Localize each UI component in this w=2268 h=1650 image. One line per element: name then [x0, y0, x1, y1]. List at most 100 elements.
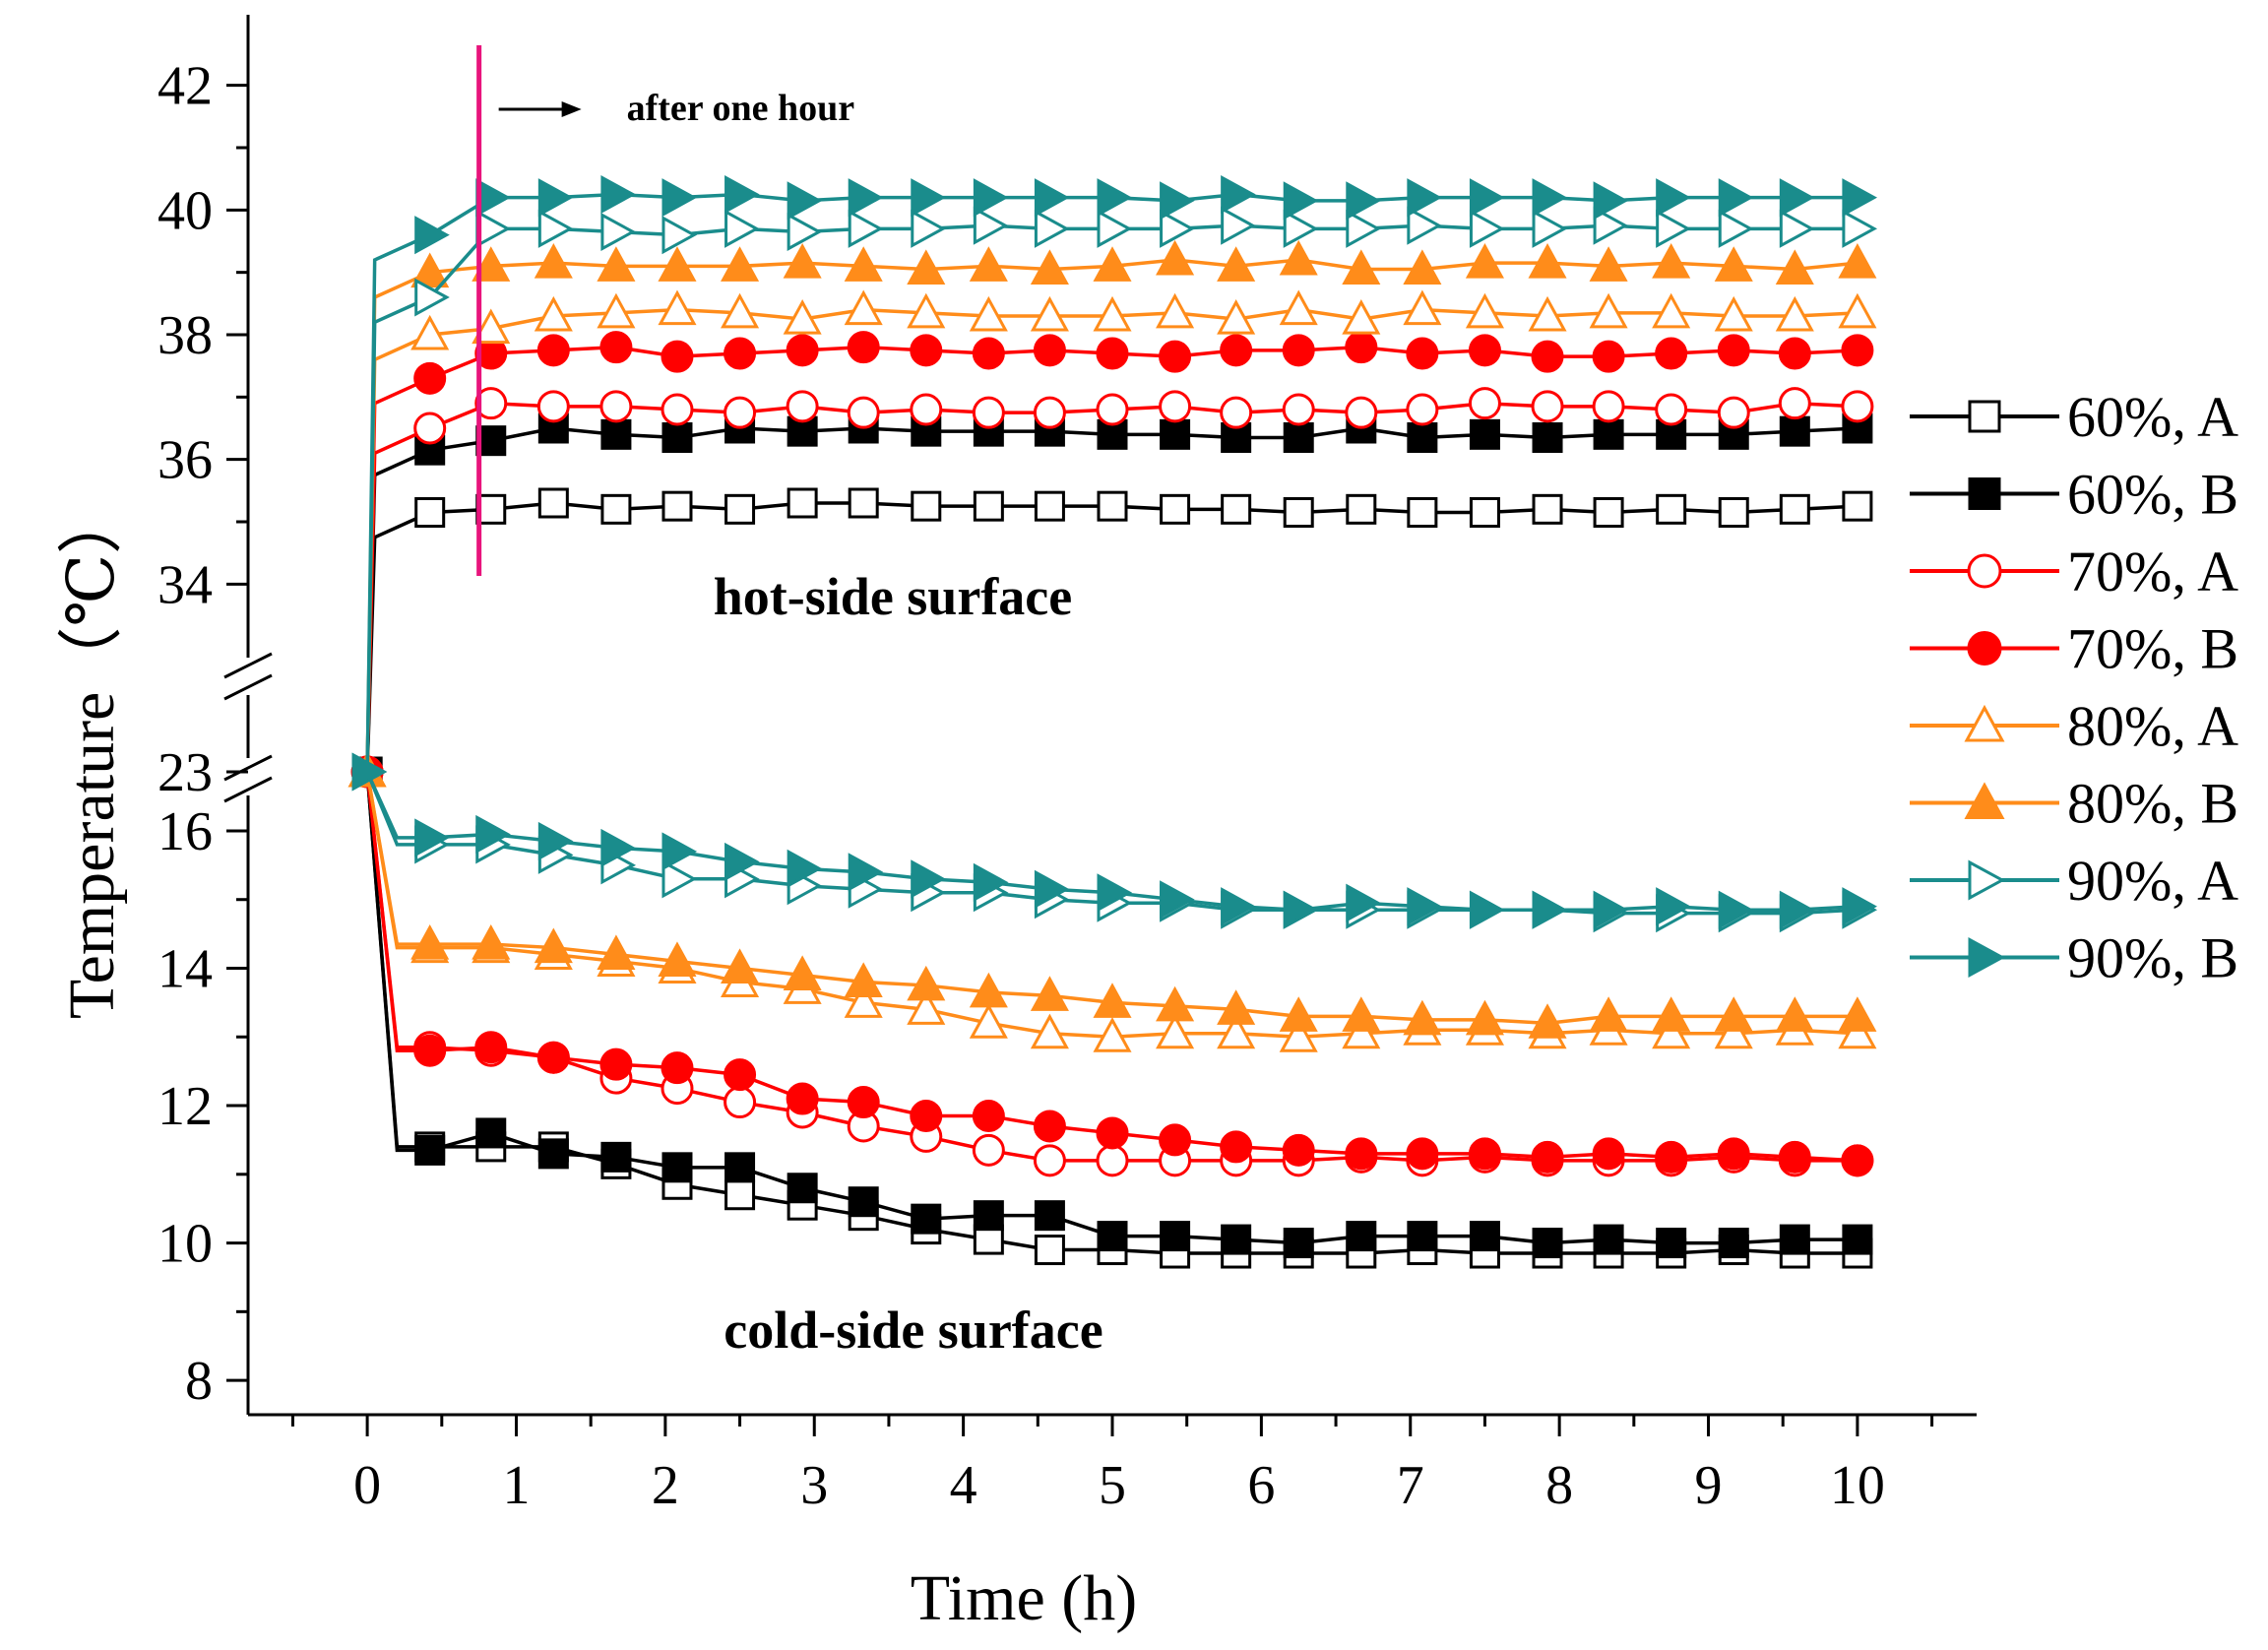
- data-point: [724, 1152, 756, 1183]
- data-point: [1093, 246, 1132, 282]
- data-point: [1033, 1110, 1066, 1143]
- x-axis-title: Time (h): [911, 1562, 1137, 1634]
- data-point: [786, 390, 819, 423]
- data-point: [1532, 890, 1568, 929]
- data-point: [1160, 181, 1195, 221]
- data-point: [658, 246, 697, 282]
- data-point: [1217, 246, 1256, 282]
- data-point: [1469, 890, 1505, 929]
- data-point: [599, 331, 633, 364]
- data-point: [1532, 1228, 1563, 1259]
- data-point: [1406, 393, 1439, 426]
- legend-label: 80%, B: [2067, 772, 2238, 836]
- data-point: [1779, 415, 1810, 447]
- data-point: [414, 497, 446, 528]
- data-point: [1097, 490, 1128, 522]
- data-point: [724, 396, 757, 429]
- data-point: [1407, 1221, 1438, 1252]
- legend-marker: [1968, 936, 2006, 979]
- data-point: [1030, 976, 1069, 1011]
- data-point: [537, 821, 574, 860]
- data-point: [1346, 883, 1381, 922]
- data-point: [721, 292, 760, 329]
- data-point: [724, 493, 756, 525]
- data-point: [1033, 396, 1066, 429]
- data-point: [724, 337, 757, 370]
- data-point: [1655, 393, 1688, 426]
- data-point: [844, 246, 883, 282]
- data-point: [599, 1047, 633, 1081]
- y-axis-title: Temperature（℃）: [56, 489, 128, 1019]
- hot-curve: [365, 426, 1858, 773]
- data-point: [1217, 989, 1256, 1025]
- data-point: [1528, 1003, 1567, 1039]
- data-point: [1531, 1140, 1564, 1174]
- data-point: [536, 1041, 570, 1074]
- data-point: [475, 209, 511, 248]
- data-point: [910, 334, 943, 367]
- data-point: [1468, 387, 1501, 420]
- data-point: [1221, 1224, 1252, 1255]
- data-point: [537, 487, 569, 519]
- hot-curve: [365, 401, 1858, 773]
- data-point: [1714, 246, 1753, 282]
- x-tick-label: 6: [1247, 1455, 1275, 1516]
- data-point: [1779, 1224, 1810, 1255]
- y-tick-label: 12: [158, 1076, 213, 1137]
- data-point: [1034, 178, 1070, 218]
- data-point: [1589, 292, 1628, 329]
- data-point: [973, 862, 1009, 902]
- legend-marker: [1968, 859, 2006, 901]
- legend-entry: 90%, A: [1910, 849, 2238, 913]
- x-tick-label: 8: [1545, 1455, 1573, 1516]
- data-point: [1279, 239, 1318, 276]
- data-point: [1406, 337, 1439, 370]
- data-point: [848, 487, 879, 519]
- data-point: [1528, 243, 1567, 279]
- legend-label: 60%, A: [2067, 385, 2238, 449]
- data-point: [1403, 999, 1442, 1036]
- x-tick-label: 1: [502, 1455, 530, 1516]
- cold-curve: [365, 771, 1858, 1163]
- data-point: [534, 243, 573, 279]
- data-point: [536, 390, 570, 423]
- data-point: [661, 1051, 694, 1085]
- data-point: [1838, 1013, 1877, 1049]
- y-tick-label: 38: [158, 305, 213, 366]
- data-point: [599, 390, 633, 423]
- data-point: [1096, 1144, 1129, 1177]
- data-point: [662, 490, 693, 522]
- data-point: [1217, 1013, 1256, 1049]
- data-point: [1282, 1133, 1315, 1167]
- data-point: [1159, 390, 1192, 423]
- data-point: [1221, 174, 1256, 215]
- data-point: [1531, 390, 1564, 423]
- data-point: [1775, 295, 1814, 332]
- data-point: [1652, 292, 1691, 329]
- data-point: [1532, 209, 1568, 248]
- data-point: [1160, 418, 1191, 450]
- data-point: [1345, 396, 1378, 429]
- data-point: [787, 1173, 818, 1204]
- data-point: [1221, 493, 1252, 525]
- data-point: [844, 983, 883, 1018]
- data-point: [1407, 422, 1438, 453]
- axis-break-mark: [223, 754, 273, 782]
- axis-break-mark: [223, 652, 273, 679]
- data-point: [662, 859, 698, 899]
- data-point: [414, 818, 450, 857]
- data-point: [848, 178, 884, 218]
- data-point: [787, 849, 823, 888]
- data-point: [1655, 337, 1688, 370]
- data-point: [787, 212, 823, 252]
- data-point: [662, 178, 698, 218]
- data-point: [1775, 249, 1814, 285]
- data-point: [1468, 334, 1501, 367]
- legend-marker: [1968, 477, 2001, 510]
- data-point: [1283, 890, 1319, 929]
- data-point: [973, 490, 1004, 522]
- data-point: [907, 249, 946, 285]
- data-point: [661, 393, 694, 426]
- legend-label: 90%, B: [2067, 926, 2238, 990]
- data-point: [787, 181, 823, 221]
